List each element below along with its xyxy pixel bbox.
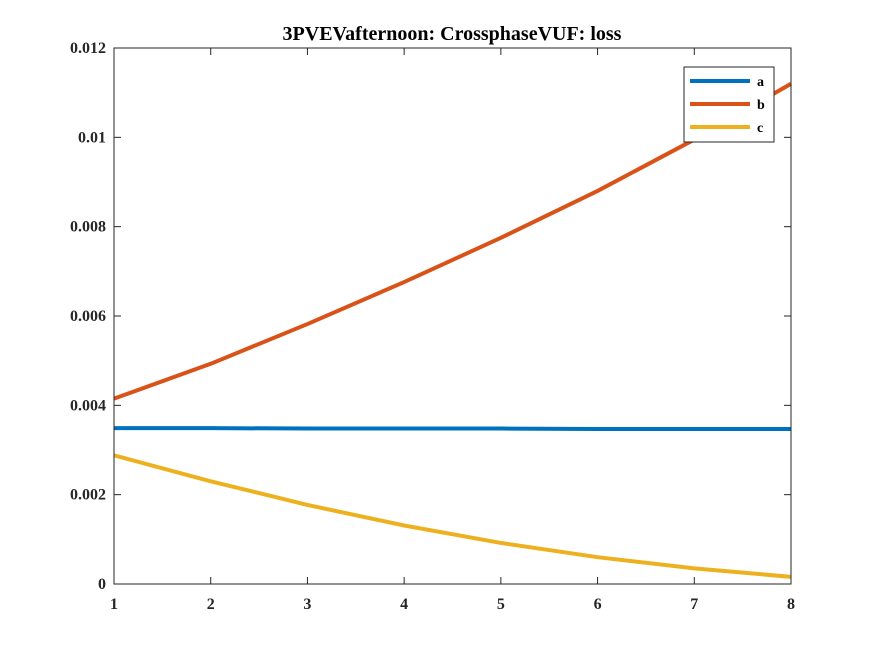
x-tick-label: 6 (594, 596, 602, 613)
x-tick-label: 7 (690, 596, 698, 613)
legend-label-b: b (757, 98, 765, 113)
y-tick-label: 0.002 (70, 487, 106, 504)
plot-background (114, 48, 791, 584)
series-layer (113, 81, 793, 579)
chart-title: 3PVEVafternoon: CrossphaseVUF: loss (283, 23, 622, 45)
x-tick-label: 2 (207, 596, 215, 613)
legend: abc (683, 66, 775, 143)
series-line-b (113, 81, 793, 401)
x-tick-label: 4 (400, 596, 408, 613)
series-line-a (114, 426, 791, 432)
series-line-c (113, 453, 792, 579)
x-tick-label: 8 (787, 596, 795, 613)
legend-label-c: c (757, 121, 763, 136)
y-tick-label: 0.008 (70, 219, 106, 236)
y-axis-ticks: 0 0.002 0.004 0.006 0.008 0.01 0.012 (70, 40, 791, 593)
x-tick-label: 1 (110, 596, 118, 613)
legend-label-a: a (757, 75, 764, 90)
y-tick-label: 0.004 (70, 397, 106, 414)
y-tick-label: 0 (98, 576, 106, 593)
y-tick-label: 0.006 (70, 308, 106, 325)
y-tick-label: 0.012 (70, 40, 106, 57)
x-tick-label: 3 (303, 596, 311, 613)
plot-frame (113, 47, 792, 585)
y-tick-label: 0.01 (78, 129, 106, 146)
x-tick-label: 5 (497, 596, 505, 613)
